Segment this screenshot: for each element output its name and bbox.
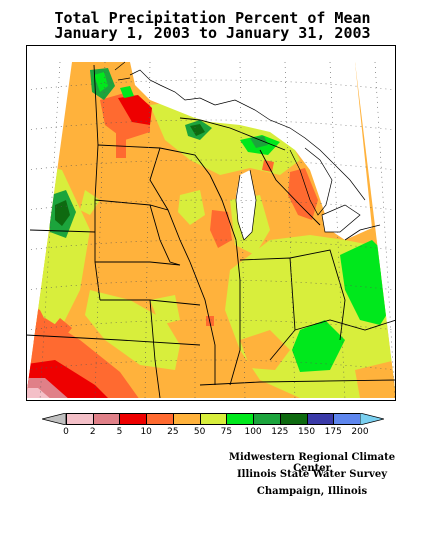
- map-border: [26, 45, 396, 401]
- legend-tick-label: 200: [351, 427, 369, 437]
- field-orange-ky-spot: [240, 330, 290, 370]
- legend-bin-1: [66, 413, 94, 425]
- erie-shore: [321, 204, 361, 233]
- field-darkgreen-up-east: [250, 136, 268, 148]
- boundary-wy-ne: [29, 229, 96, 233]
- field-red-mn: [118, 95, 152, 125]
- legend-bin-11: [333, 413, 361, 425]
- legend-tick-label: 25: [167, 427, 179, 437]
- state-boundaries: [26, 64, 396, 399]
- field-yellowgreen-sd-spot: [38, 250, 72, 290]
- field-green-ohio-valley: [292, 320, 345, 372]
- boundary-ks-ok: [26, 334, 201, 346]
- legend-bin-2: [92, 413, 121, 425]
- legend-tick-label: 2: [89, 427, 96, 437]
- field-orange-se: [355, 360, 396, 398]
- field-redorange-mi: [288, 168, 318, 220]
- legend-bin-8: [253, 413, 281, 425]
- boundary-ne-ia-south: [95, 261, 181, 266]
- canada-shore: [214, 99, 366, 201]
- graticule: [26, 61, 396, 401]
- boundary-up: [179, 117, 286, 151]
- superior-shore: [129, 69, 216, 106]
- boundary-il-west: [189, 261, 216, 385]
- lake-shorelines: [114, 61, 366, 241]
- field-yellowgreen-wi-spot: [178, 190, 205, 225]
- legend-bin-below-0: [42, 413, 66, 425]
- field-darkgreen-west: [55, 200, 70, 226]
- legend-bin-6: [199, 413, 228, 425]
- huron-shore: [289, 147, 333, 216]
- northwest-shore: [114, 61, 131, 81]
- boundary-ny-pa: [344, 224, 381, 241]
- boundary-in-oh: [239, 257, 296, 361]
- boundary-il-in: [221, 199, 241, 386]
- map-title: Total Precipitation Percent of Mean: [54, 9, 371, 27]
- legend-bin-10: [306, 413, 335, 425]
- field-green-mn-spot: [120, 86, 134, 98]
- boundary-mo-ar: [149, 299, 161, 399]
- boundary-ia-west: [149, 204, 181, 266]
- field-darkgreen-up: [190, 124, 205, 136]
- map-canvas: [26, 45, 396, 401]
- boundary-mi: [259, 149, 321, 226]
- field-redorange-ks-small: [50, 318, 72, 340]
- credit-center: Midwestern Regional Climate Center: [228, 452, 396, 474]
- no-data-region: [130, 62, 372, 240]
- legend-tick-label: 125: [271, 427, 289, 437]
- lake-erie: [322, 205, 360, 232]
- boundary-mn-ia: [149, 147, 191, 263]
- field-redorange-mn-strip: [116, 112, 126, 158]
- field-yellowgreen-mo: [85, 290, 180, 370]
- boundary-oh-pa: [289, 249, 346, 341]
- legend-bin-9: [279, 413, 308, 425]
- legend-tick-label: 50: [193, 427, 206, 437]
- legend-tick-label: 100: [244, 427, 262, 437]
- legend-bin-7: [226, 413, 255, 425]
- credit-location: Champaign, Illinois: [256, 486, 368, 497]
- boundary-ky-wv: [294, 319, 396, 331]
- field-green-east-core: [350, 256, 382, 300]
- legend-tick-label: 175: [324, 427, 342, 437]
- lake-michigan: [236, 170, 256, 240]
- legend-bin-5: [172, 413, 201, 425]
- field-redorange-il-north: [210, 210, 232, 248]
- map-date-range: January 1, 2003 to January 31, 2003: [54, 24, 371, 42]
- legend-tick-label: 75: [220, 427, 233, 437]
- field-pink-sw: [26, 388, 52, 398]
- legend-tick-label: 10: [140, 427, 152, 437]
- legend-bin-3: [119, 413, 148, 425]
- precipitation-map: [26, 45, 396, 401]
- legend-tick-label: 150: [297, 427, 316, 437]
- legend-tick-label: 5: [116, 427, 123, 437]
- legend-bin-4: [146, 413, 174, 425]
- color-legend: [42, 413, 384, 425]
- legend-tick-label: 0: [63, 427, 69, 437]
- legend-bin-above-200: [360, 413, 384, 425]
- boundary-south: [199, 379, 396, 386]
- field-yellowgreen-ne-spot: [80, 190, 100, 215]
- credit-survey: Illinois State Water Survey: [236, 469, 388, 480]
- field-redorange-mi-small: [262, 160, 274, 172]
- boundary-mn-wi: [97, 144, 223, 201]
